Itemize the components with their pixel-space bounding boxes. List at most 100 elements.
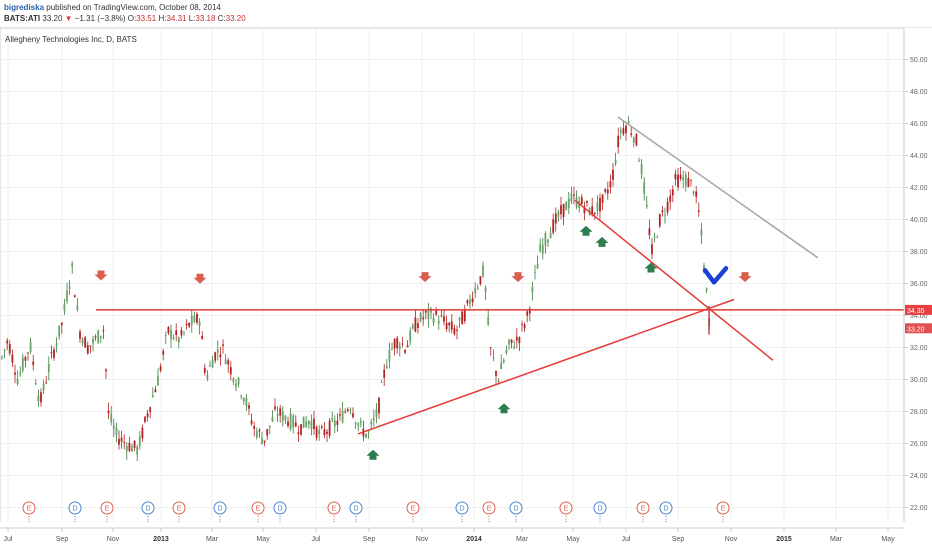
low-value: 33.18 [195,14,216,23]
candle-body [180,329,183,336]
event-label: D [277,506,282,513]
candle-body [497,379,500,383]
x-tick-label: Sep [56,536,69,543]
earnings-marker [406,501,420,515]
candle-body [232,378,235,383]
high-value: 34.31 [166,14,187,23]
candle-body [445,322,448,330]
candle-body [515,336,518,341]
up-arrow-icon [644,262,658,273]
candle-body [567,198,570,209]
event-label: D [145,506,150,513]
dividend-marker [273,501,287,515]
y-tick-label: 22.00 [910,505,928,512]
candle-body [596,202,599,211]
event-label: E [564,506,569,513]
candle-body [697,210,700,212]
trendlines [96,116,932,435]
time-axis-bg [0,522,932,550]
candle-body [627,121,630,124]
candle-body [224,359,227,364]
candle-body [333,420,336,427]
markers [94,225,752,460]
checkmark-icon [702,266,729,285]
candle-body [430,308,432,313]
candle-body [606,189,609,194]
candle-body [315,426,318,438]
earnings-marker [636,501,650,515]
candle-body [237,377,240,385]
y-tick-label: 46.00 [910,121,928,128]
candle-body [484,287,487,292]
candle-body [201,335,204,340]
candles [1,116,711,462]
candle-body [645,204,648,207]
earnings-marker [22,501,36,515]
candle-body [523,324,526,328]
author-link[interactable]: bigrediska [4,3,45,12]
candle-body [638,160,640,162]
open-value: 33.51 [136,14,157,23]
candle-body [625,125,627,134]
up-arrow-icon [579,225,593,236]
candle-body [664,214,666,216]
candle-body [177,337,180,343]
candle-body [284,415,287,421]
candle-body [583,206,586,214]
candle-body [151,395,154,397]
candle-body [409,330,412,342]
candle-body [458,317,461,321]
candle-body [281,411,284,422]
candle-body [463,308,466,322]
candle-body [263,440,266,443]
candle-body [492,357,495,359]
candle-body [209,364,211,367]
candle-body [339,414,341,416]
trend-line [617,116,819,259]
candle-body [495,371,497,376]
event-label: D [353,506,358,513]
candle-body [510,339,513,344]
candle-body [136,446,139,455]
x-tick-label: May [256,536,270,543]
candle-body [154,389,157,393]
candle-body [307,420,310,425]
candle-body [560,205,562,215]
candle-body [391,348,393,350]
event-label: D [597,506,602,513]
candle-body [622,128,625,134]
candle-body [68,286,71,289]
candle-body [661,210,664,213]
candle-body [437,320,440,324]
event-label: E [105,506,110,513]
candle-body [651,244,653,255]
candle-body [302,416,305,428]
candle-body [341,410,344,423]
candle-body [159,366,162,371]
candle-body [398,345,401,349]
candle-body [323,429,326,436]
candle-body [6,340,9,344]
candle-body [669,195,672,202]
event-label: D [217,506,222,513]
candle-body [219,354,222,358]
candle-body [617,135,620,148]
candle-body [86,345,89,354]
x-tick-label: Jul [312,536,321,543]
candle-body [336,420,339,425]
open-label: O: [127,14,137,23]
y-tick-label: 40.00 [910,217,928,224]
x-tick-label: 2015 [776,536,792,543]
time-axis[interactable]: Jul Sep Nov 2013 Mar May Jul Sep Nov 2014 Mar May Ju… [4,528,896,543]
candle-body [505,350,508,353]
candle-body [419,313,422,321]
x-tick-label: May [566,536,580,543]
candle-body [157,375,159,386]
candle-body [206,374,209,380]
price-axis[interactable]: 50.00 48.00 46.00 44.00 42.00 40.00 38.00 36.00… [904,57,932,512]
up-arrow-icon [366,449,380,460]
candle-body [604,189,607,192]
candle-body [58,325,61,337]
